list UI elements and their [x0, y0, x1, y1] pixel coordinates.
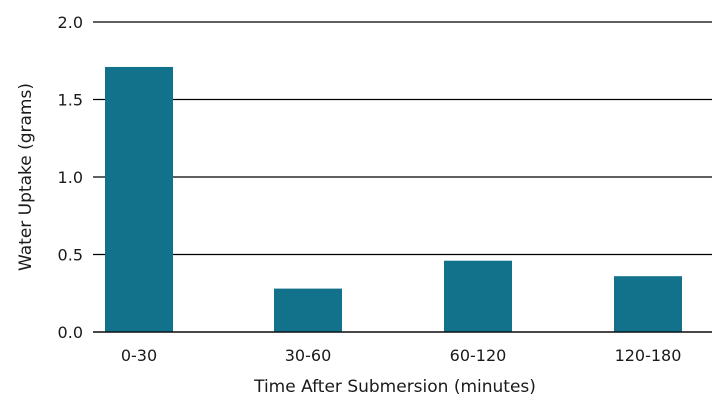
- x-tick-label: 0-30: [121, 346, 157, 365]
- bars: [93, 66, 712, 333]
- x-tick-label: 30-60: [285, 346, 332, 365]
- x-axis-title: Time After Submersion (minutes): [253, 377, 536, 397]
- y-tick-label: 1.5: [58, 91, 83, 110]
- bar-60-120: [444, 260, 512, 332]
- y-axis-title: Water Uptake (grams): [16, 83, 36, 271]
- bar-120-180: [614, 276, 682, 332]
- y-tick-labels: 0.0 0.5 1.0 1.5 2.0: [58, 13, 83, 342]
- y-tick-label: 0.0: [58, 323, 83, 342]
- bar-30-60: [274, 288, 342, 332]
- x-tick-labels: 0-30 30-60 60-120 120-180: [121, 346, 682, 365]
- y-tick-label: 1.0: [58, 168, 83, 187]
- x-tick-label: 60-120: [450, 346, 507, 365]
- bar-0-30: [105, 66, 173, 332]
- y-tick-label: 2.0: [58, 13, 83, 32]
- x-tick-label: 120-180: [615, 346, 682, 365]
- y-tick-label: 0.5: [58, 246, 83, 265]
